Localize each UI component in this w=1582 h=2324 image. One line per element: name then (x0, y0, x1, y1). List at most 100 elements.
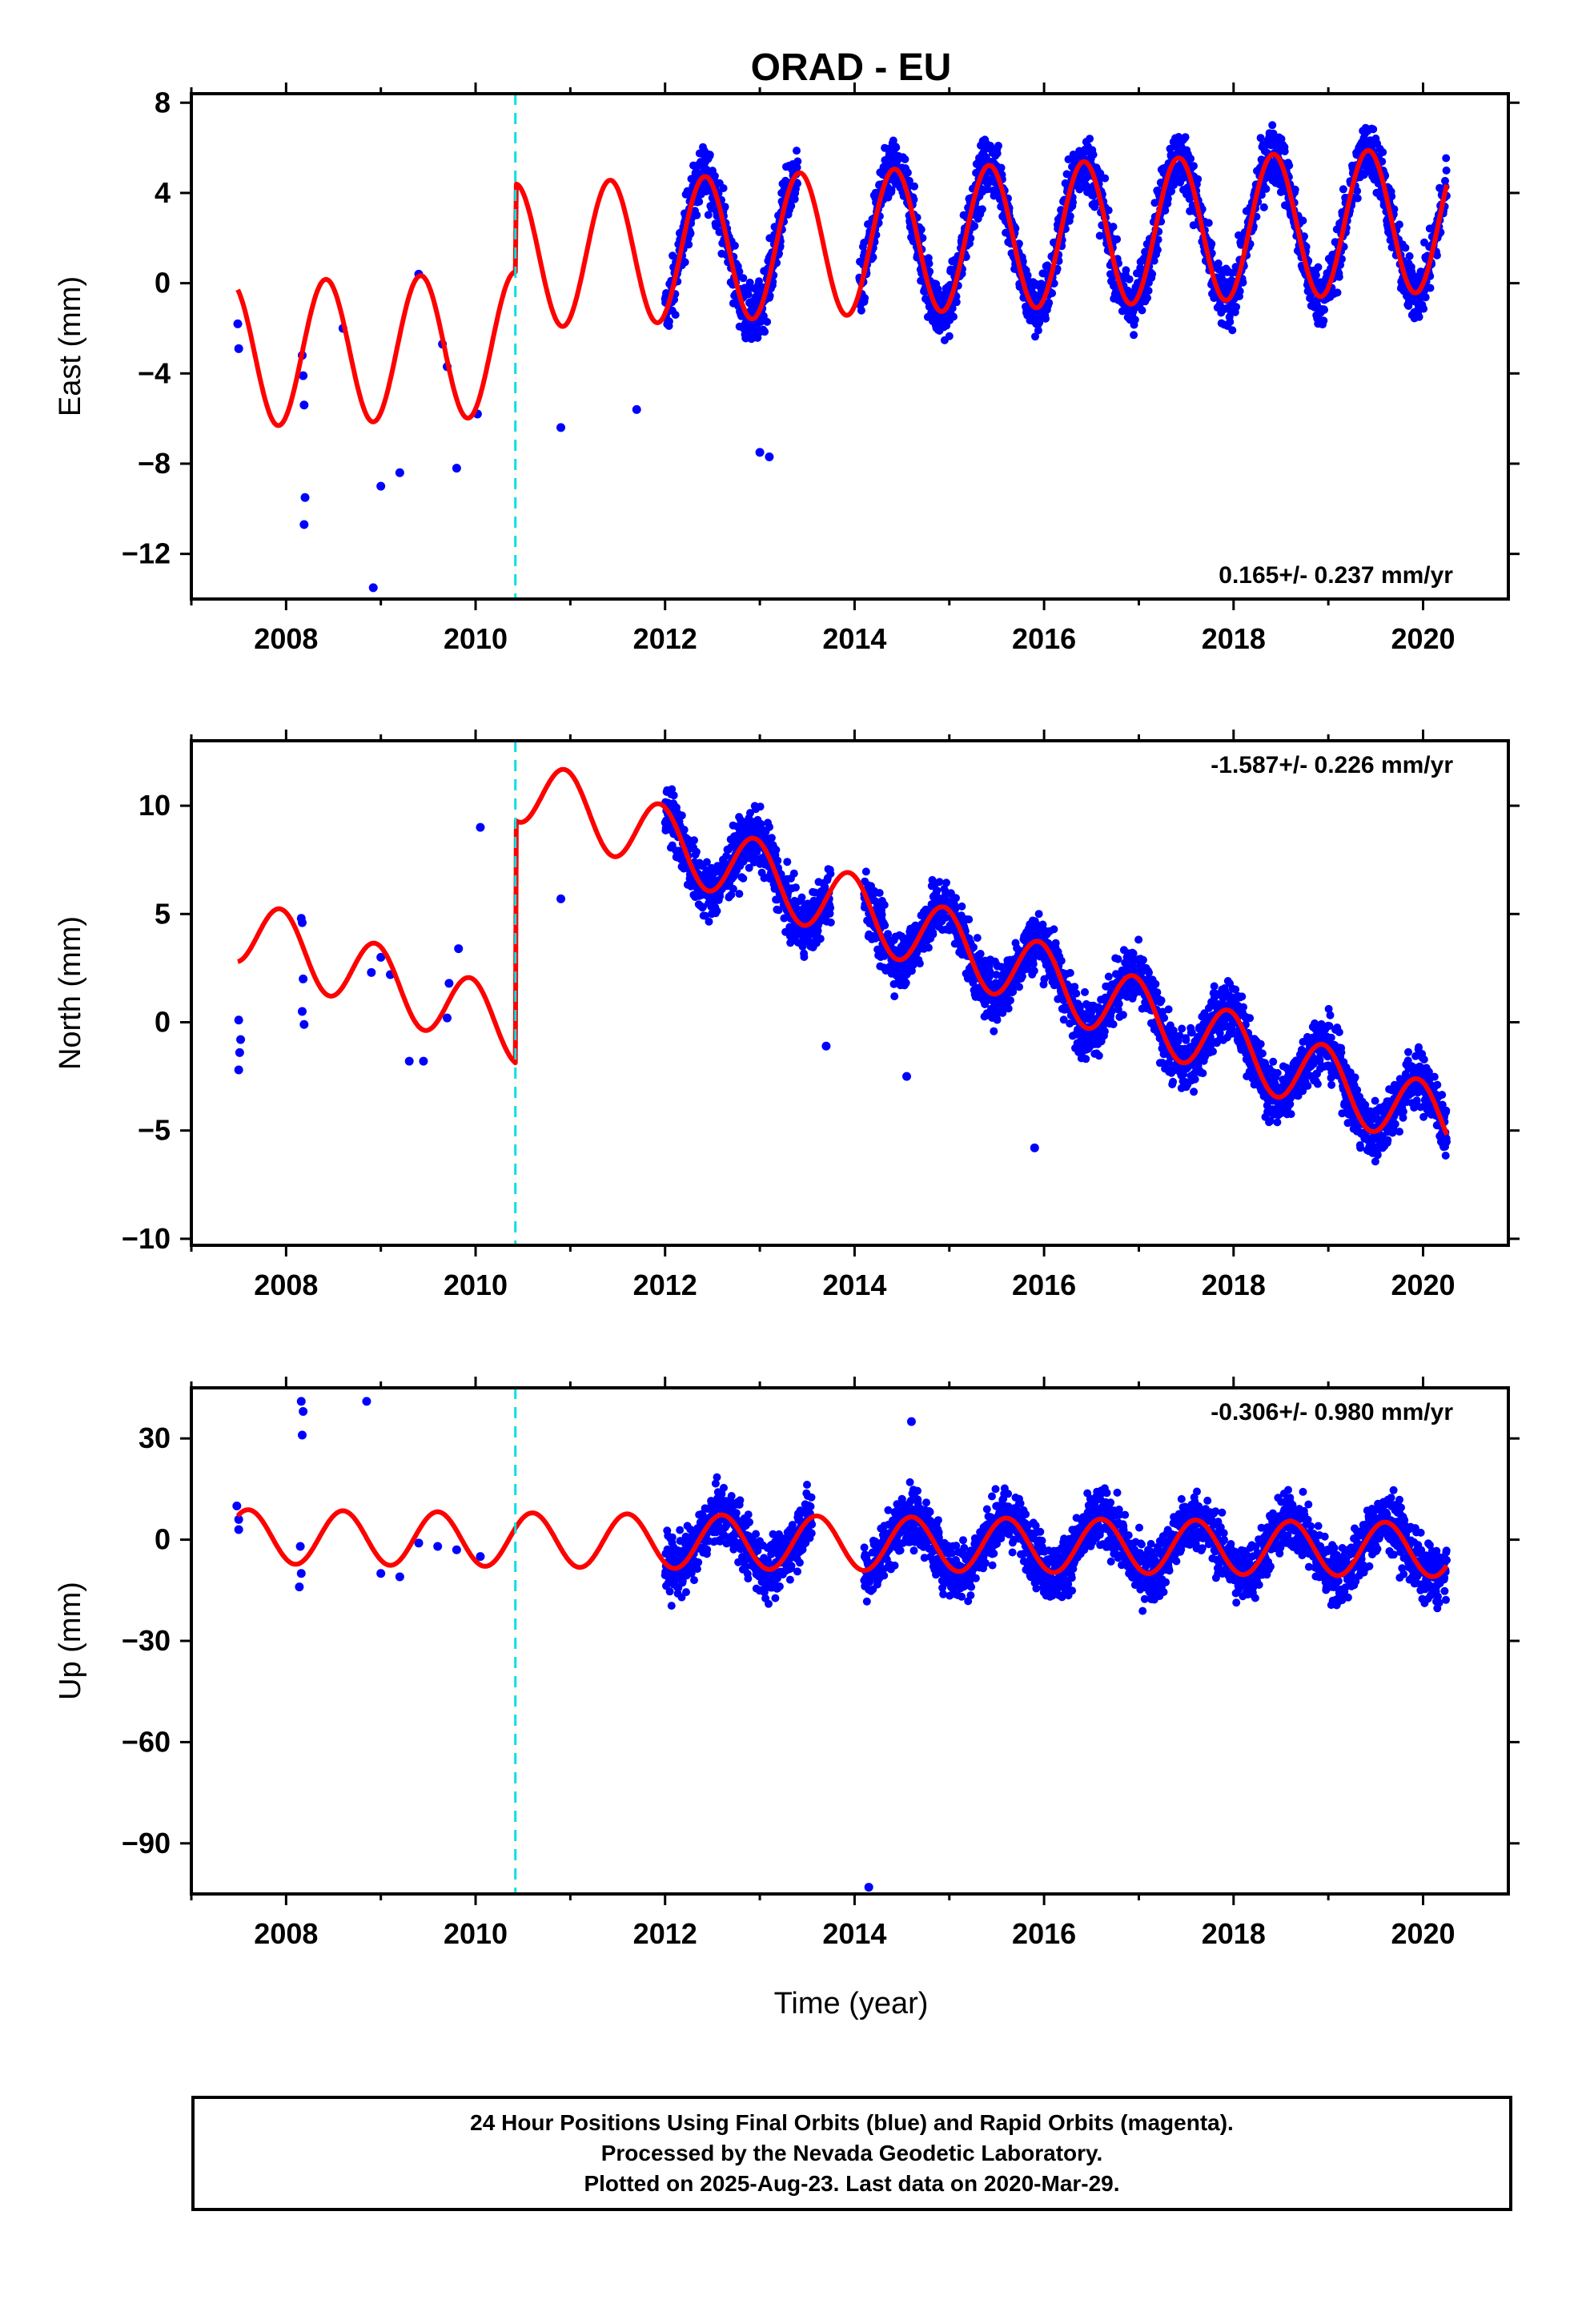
north-obs-point (1057, 956, 1066, 965)
north-obs-point (1151, 979, 1160, 988)
north-obs-point (1029, 959, 1038, 968)
east-ytick-label: −4 (138, 356, 171, 389)
east-obs-point (997, 163, 1006, 172)
east-obs-point (719, 184, 728, 192)
east-obs-point (376, 481, 386, 491)
east-obs-point (1379, 148, 1387, 157)
east-obs-point (1034, 326, 1042, 335)
east-obs-point (395, 468, 404, 477)
east-obs-point (1395, 220, 1403, 229)
north-obs-point (1118, 1011, 1127, 1019)
east-obs-point (755, 448, 765, 457)
north-obs-point (1004, 1004, 1013, 1013)
north-obs-point (1238, 992, 1247, 1001)
east-obs-point (1181, 133, 1190, 142)
north-obs-point (1075, 1003, 1084, 1012)
north-obs-point (1034, 910, 1043, 919)
east-obs-point (299, 520, 309, 529)
east-obs-point (918, 234, 927, 243)
east-obs-point (452, 464, 461, 473)
north-obs-point (1082, 1055, 1090, 1063)
east-obs-point (765, 452, 774, 462)
east-obs-point (755, 277, 763, 286)
east-obs-point (1387, 192, 1396, 201)
east-obs-point (1280, 147, 1289, 155)
east-obs-point (1109, 223, 1118, 231)
east-obs-point (1333, 288, 1342, 297)
east-obs-point (917, 225, 926, 234)
east-ytick-label: 4 (155, 176, 171, 209)
east-obs-point (681, 258, 689, 267)
north-obs-point (1145, 968, 1153, 977)
east-ytick-label: 8 (155, 86, 171, 119)
east-obs-point (1291, 185, 1299, 194)
east-obs-point (1101, 174, 1110, 183)
north-obs-point (1114, 999, 1123, 1008)
east-obs-point (1048, 289, 1057, 298)
east-obs-point (665, 317, 673, 326)
east-obs-point (978, 205, 986, 214)
east-obs-point (730, 241, 739, 250)
east-obs-point (745, 278, 754, 287)
east-obs-point (889, 136, 897, 145)
east-obs-point (887, 186, 896, 195)
north-obs-point (875, 889, 884, 897)
north-obs-point (1190, 1088, 1199, 1096)
north-obs-point (1153, 988, 1162, 997)
east-obs-point (1143, 294, 1151, 302)
north-obs-point (1164, 1005, 1173, 1014)
north-obs-point (990, 1027, 998, 1035)
north-obs-point (701, 911, 709, 920)
east-xtick-label: 2008 (254, 622, 318, 655)
east-obs-point (1262, 184, 1271, 193)
east-data-layer (233, 121, 1451, 593)
east-obs-point (1259, 203, 1268, 211)
east-obs-point (892, 143, 901, 152)
east-obs-point (1130, 316, 1139, 324)
north-obs-point (952, 894, 960, 903)
north-obs-point (680, 826, 689, 834)
north-obs-point (861, 867, 870, 876)
north-obs-point (668, 785, 677, 794)
north-obs-point (1178, 1024, 1186, 1033)
east-obs-point (745, 284, 753, 293)
east-obs-point (1104, 206, 1113, 215)
east-obs-point (1122, 266, 1130, 275)
east-obs-point (1043, 261, 1052, 270)
north-obs-point (958, 902, 966, 911)
north-obs-cloud-1 (661, 785, 835, 961)
north-obs-point (901, 979, 910, 987)
east-obs-point (695, 197, 704, 206)
north-obs-point (1114, 955, 1122, 963)
east-obs-point (735, 267, 744, 276)
north-obs-point (699, 903, 707, 911)
east-obs-point (669, 251, 677, 260)
north-obs-point (1231, 985, 1240, 994)
north-obs-point (826, 903, 835, 912)
east-obs-point (693, 211, 701, 219)
east-xtick-label: 2014 (822, 622, 886, 655)
east-obs-point (982, 153, 990, 162)
north-obs-point (942, 879, 950, 887)
east-obs-point (1441, 176, 1449, 185)
north-obs-point (826, 918, 835, 927)
north-obs-point (1030, 967, 1038, 975)
east-obs-point (1442, 154, 1451, 163)
north-obs-point (772, 846, 781, 854)
east-xtick-label: 2012 (633, 622, 697, 655)
north-obs-point (705, 917, 713, 926)
north-obs-point (1157, 996, 1166, 1005)
east-obs-point (1153, 246, 1162, 254)
east-obs-point (721, 203, 729, 211)
east-obs-point (1150, 256, 1158, 265)
north-obs-point (1079, 1010, 1088, 1019)
east-xtick-label: 2010 (444, 622, 508, 655)
east-obs-point (1235, 287, 1244, 296)
north-obs-point (669, 791, 678, 800)
north-obs-point (702, 858, 711, 866)
east-obs-point (1045, 299, 1054, 308)
east-obs-point (671, 311, 680, 320)
east-obs-point (300, 493, 310, 502)
east-obs-point (1442, 166, 1451, 175)
